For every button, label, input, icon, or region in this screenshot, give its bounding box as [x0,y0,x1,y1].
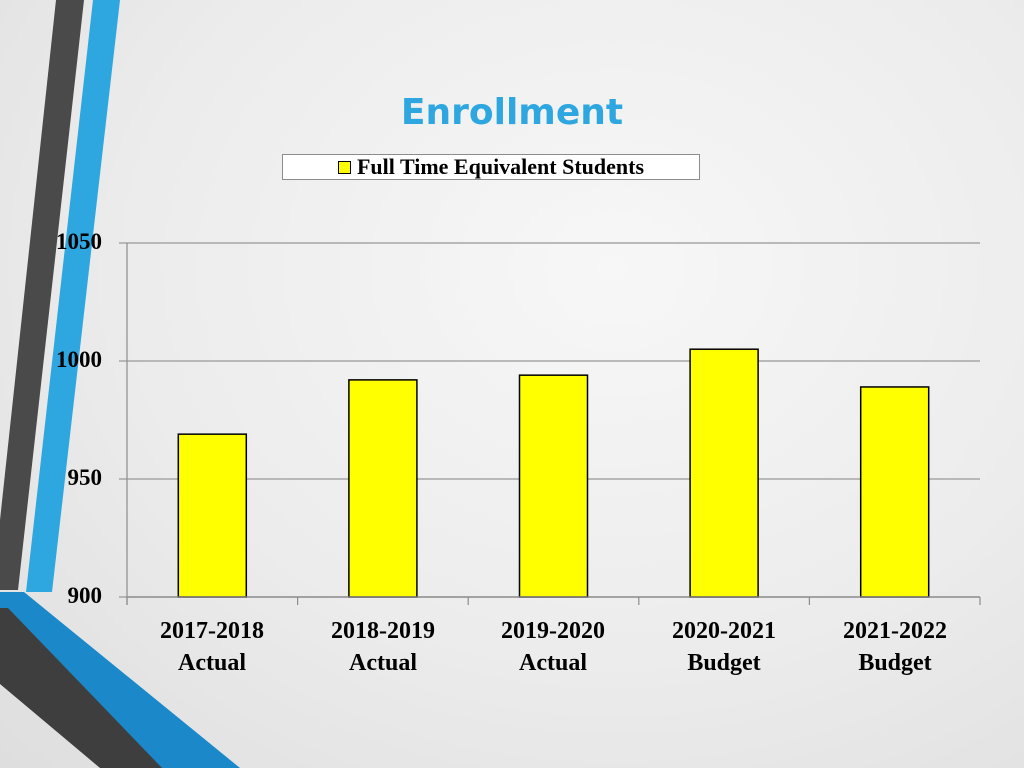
x-category-label: 2019-2020 Actual [501,618,605,676]
x-category-label: 2017-2018 Actual [160,618,264,676]
legend-label: Full Time Equivalent Students [356,154,645,179]
axes [126,243,981,605]
x-category-label: 2021-2022 Budget [843,618,947,676]
slide-title: Enrollment [400,92,624,133]
dark-stripe-top [0,0,84,590]
legend-swatch [337,160,351,174]
chart-legend: Full Time Equivalent Students [282,154,700,180]
dark-stripe-bottom [0,608,162,768]
x-category-label: 2020-2021 Budget [672,618,776,676]
y-tick-label: 1000 [56,347,102,372]
x-category-label: 2018-2019 Actual [331,618,435,676]
bar [689,348,759,598]
blue-stripe-top [26,0,120,592]
bar [348,379,418,598]
bar [859,386,930,598]
bar [518,374,589,598]
bar [177,433,248,598]
y-tick-label: 1050 [56,229,102,254]
y-tick-label: 950 [67,465,103,490]
blue-stripe-bottom [0,592,240,768]
y-tick-label: 900 [67,583,103,608]
bars [177,348,930,598]
